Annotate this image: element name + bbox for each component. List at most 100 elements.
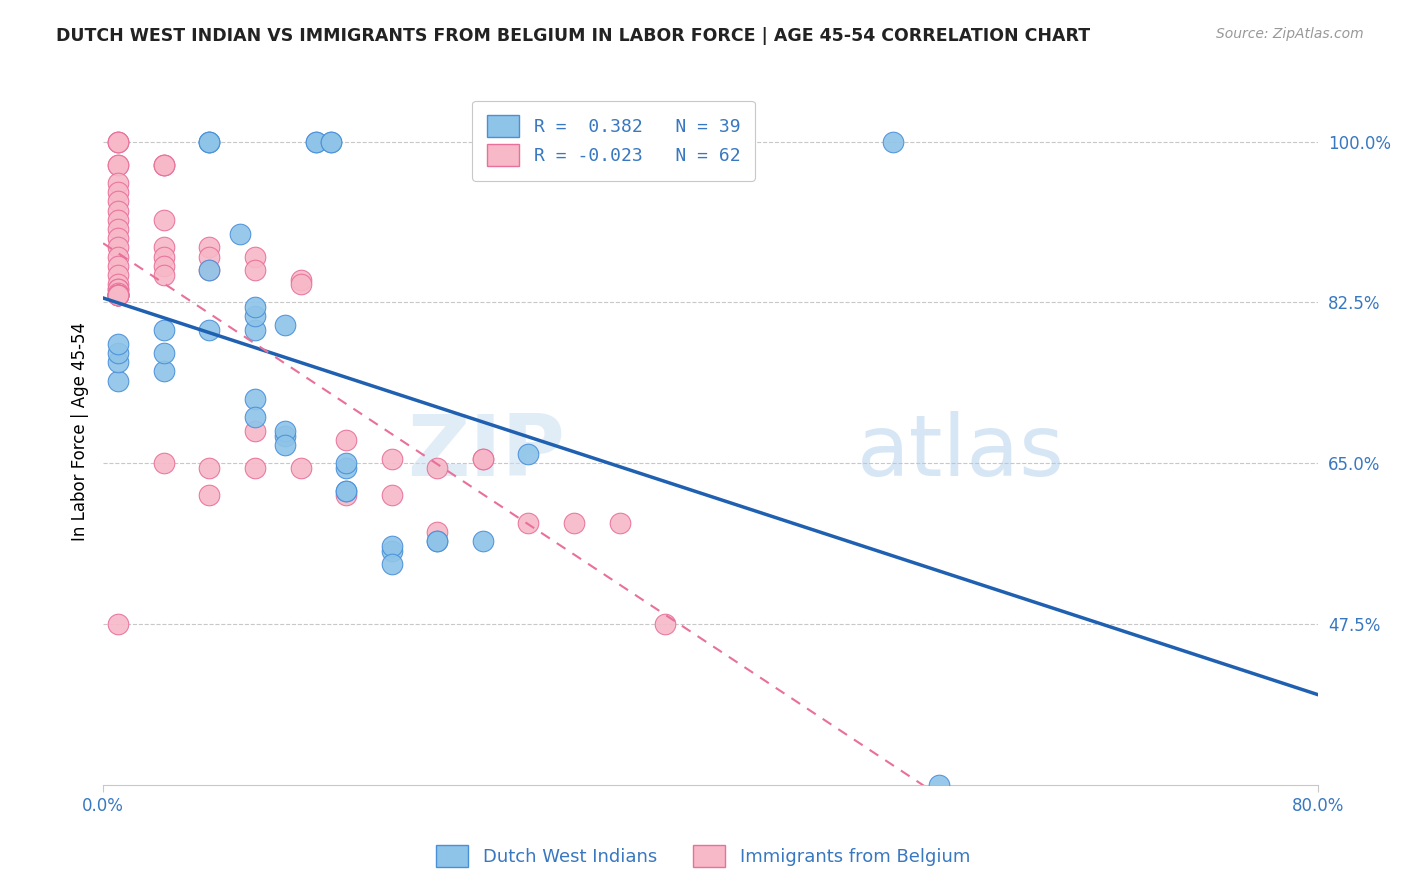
Point xyxy=(107,158,129,172)
Point xyxy=(107,135,129,149)
Text: DUTCH WEST INDIAN VS IMMIGRANTS FROM BELGIUM IN LABOR FORCE | AGE 45-54 CORRELAT: DUTCH WEST INDIAN VS IMMIGRANTS FROM BEL… xyxy=(56,27,1091,45)
Point xyxy=(381,558,404,572)
Point xyxy=(381,488,404,502)
Point xyxy=(198,250,221,264)
Point xyxy=(107,288,129,302)
Point xyxy=(107,186,129,200)
Point xyxy=(274,318,297,333)
Point xyxy=(243,310,266,324)
Point xyxy=(471,451,494,466)
Point xyxy=(107,135,129,149)
Point xyxy=(153,456,176,470)
Point xyxy=(107,222,129,236)
Point xyxy=(335,483,357,498)
Point xyxy=(243,460,266,475)
Point xyxy=(153,158,176,172)
Point xyxy=(928,778,950,792)
Point xyxy=(153,268,176,282)
Point xyxy=(107,231,129,245)
Point xyxy=(243,424,266,438)
Y-axis label: In Labor Force | Age 45-54: In Labor Force | Age 45-54 xyxy=(72,322,89,541)
Point xyxy=(107,282,129,296)
Point xyxy=(153,346,176,360)
Point xyxy=(654,617,676,632)
Point xyxy=(381,539,404,553)
Point xyxy=(381,543,404,558)
Point xyxy=(107,158,129,172)
Point xyxy=(471,534,494,549)
Point xyxy=(198,460,221,475)
Point xyxy=(305,135,328,149)
Point xyxy=(107,288,129,302)
Point xyxy=(107,212,129,227)
Point xyxy=(243,250,266,264)
Point xyxy=(107,282,129,296)
Point xyxy=(290,460,312,475)
Point xyxy=(243,410,266,425)
Point xyxy=(107,617,129,632)
Point xyxy=(107,288,129,302)
Point xyxy=(198,240,221,254)
Text: atlas: atlas xyxy=(856,411,1064,494)
Point xyxy=(107,240,129,254)
Point xyxy=(381,451,404,466)
Point xyxy=(107,268,129,282)
Point xyxy=(426,525,449,540)
Point xyxy=(153,212,176,227)
Point xyxy=(335,434,357,448)
Point xyxy=(426,460,449,475)
Point xyxy=(198,135,221,149)
Point xyxy=(319,135,342,149)
Point xyxy=(243,323,266,337)
Point xyxy=(153,323,176,337)
Point xyxy=(274,428,297,442)
Legend: R =  0.382   N = 39, R = -0.023   N = 62: R = 0.382 N = 39, R = -0.023 N = 62 xyxy=(472,101,755,181)
Point xyxy=(274,438,297,452)
Point xyxy=(153,158,176,172)
Point xyxy=(107,288,129,302)
Point xyxy=(107,346,129,360)
Point xyxy=(243,300,266,314)
Point xyxy=(198,323,221,337)
Point xyxy=(107,176,129,190)
Point xyxy=(198,135,221,149)
Point xyxy=(107,194,129,209)
Point xyxy=(290,272,312,286)
Text: Source: ZipAtlas.com: Source: ZipAtlas.com xyxy=(1216,27,1364,41)
Point xyxy=(198,488,221,502)
Point xyxy=(107,203,129,218)
Point xyxy=(290,277,312,292)
Point xyxy=(107,288,129,302)
Point xyxy=(107,355,129,369)
Point xyxy=(517,516,540,530)
Text: ZIP: ZIP xyxy=(408,411,565,494)
Point xyxy=(153,158,176,172)
Point xyxy=(153,259,176,273)
Point xyxy=(107,259,129,273)
Point xyxy=(335,460,357,475)
Point xyxy=(243,392,266,406)
Point xyxy=(198,263,221,277)
Point xyxy=(153,240,176,254)
Point xyxy=(229,227,252,241)
Point xyxy=(153,364,176,378)
Point xyxy=(305,135,328,149)
Point xyxy=(107,286,129,301)
Point xyxy=(319,135,342,149)
Point xyxy=(335,488,357,502)
Point xyxy=(107,288,129,302)
Point xyxy=(153,250,176,264)
Point xyxy=(107,135,129,149)
Point xyxy=(609,516,631,530)
Point xyxy=(107,277,129,292)
Point xyxy=(107,336,129,351)
Point xyxy=(198,135,221,149)
Point xyxy=(198,263,221,277)
Point xyxy=(426,534,449,549)
Point xyxy=(426,534,449,549)
Point xyxy=(335,483,357,498)
Point xyxy=(335,456,357,470)
Legend: Dutch West Indians, Immigrants from Belgium: Dutch West Indians, Immigrants from Belg… xyxy=(429,838,977,874)
Point xyxy=(471,451,494,466)
Point xyxy=(562,516,585,530)
